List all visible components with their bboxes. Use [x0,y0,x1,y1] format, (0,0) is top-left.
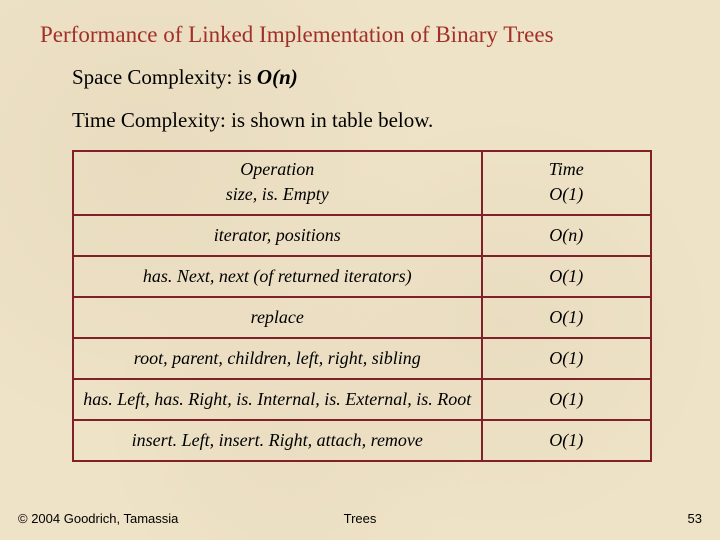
table-row: has. Left, has. Right, is. Internal, is.… [73,379,651,420]
table-cell: iterator, positions [73,215,482,256]
table-cell: size, is. Empty [73,182,482,215]
table-cell: insert. Left, insert. Right, attach, rem… [73,420,482,461]
table-cell: root, parent, children, left, right, sib… [73,338,482,379]
slide-title: Performance of Linked Implementation of … [40,22,554,48]
table-header-row: Operation Time [73,151,651,182]
col-header-operation: Operation [73,151,482,182]
table-cell: has. Left, has. Right, is. Internal, is.… [73,379,482,420]
complexity-table: Operation Time size, is. Empty O(1) iter… [72,150,652,462]
table-row: has. Next, next (of returned iterators) … [73,256,651,297]
table-cell: O(1) [482,182,651,215]
table-cell: has. Next, next (of returned iterators) [73,256,482,297]
footer-topic: Trees [344,511,377,526]
col-header-time: Time [482,151,651,182]
footer-page-number: 53 [688,511,702,526]
table-cell: O(1) [482,256,651,297]
table-cell: O(1) [482,338,651,379]
table-row: insert. Left, insert. Right, attach, rem… [73,420,651,461]
table-row: root, parent, children, left, right, sib… [73,338,651,379]
footer-copyright: © 2004 Goodrich, Tamassia [18,511,178,526]
space-value: O(n) [257,65,298,89]
table-cell: O(1) [482,297,651,338]
table-cell: replace [73,297,482,338]
table-subheader-row: size, is. Empty O(1) [73,182,651,215]
table-cell: O(n) [482,215,651,256]
table-cell: O(1) [482,420,651,461]
table-cell: O(1) [482,379,651,420]
table-row: replace O(1) [73,297,651,338]
table-row: iterator, positions O(n) [73,215,651,256]
time-complexity-line: Time Complexity: is shown in table below… [72,108,433,133]
space-label: Space Complexity: is [72,65,257,89]
space-complexity-line: Space Complexity: is O(n) [72,65,298,90]
